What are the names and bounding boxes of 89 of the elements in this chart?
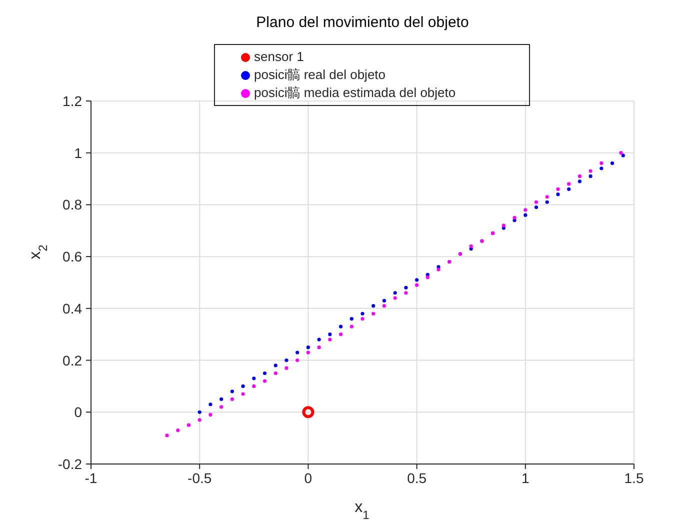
point bbox=[338, 324, 343, 328]
point bbox=[600, 161, 604, 166]
point bbox=[372, 312, 376, 316]
x-axis-title: x$_{1}$ bbox=[354, 499, 370, 522]
point bbox=[230, 390, 234, 394]
point bbox=[393, 291, 397, 295]
point bbox=[382, 298, 386, 302]
point bbox=[621, 154, 625, 158]
point bbox=[556, 192, 560, 196]
point bbox=[545, 195, 549, 199]
point bbox=[524, 208, 528, 212]
point bbox=[262, 379, 267, 383]
point bbox=[165, 434, 169, 438]
point bbox=[176, 428, 180, 432]
x-tick-label: 1.5 bbox=[624, 470, 644, 486]
chart-title: Plano del movimiento del objeto bbox=[255, 14, 470, 31]
point bbox=[317, 338, 321, 342]
y-tick-label: 0.6 bbox=[62, 248, 82, 265]
point bbox=[588, 174, 592, 178]
point bbox=[578, 174, 582, 178]
legend-label: sensor 1 bbox=[254, 49, 304, 64]
point bbox=[252, 376, 256, 380]
legend-label: posici髇 real del objeto bbox=[254, 67, 386, 82]
x-tick-label: 1 bbox=[522, 470, 530, 486]
y-tick-label: 1.2 bbox=[62, 92, 82, 109]
point bbox=[415, 278, 419, 282]
point bbox=[252, 384, 256, 388]
point bbox=[502, 224, 506, 228]
point bbox=[296, 358, 300, 362]
point bbox=[534, 206, 538, 210]
y-tick-label: 1 bbox=[74, 144, 82, 161]
legend-label: posici髇 media estimada del objeto bbox=[254, 85, 456, 100]
x-tick-label: -0.5 bbox=[188, 470, 212, 486]
point bbox=[198, 410, 202, 414]
point bbox=[350, 324, 354, 328]
point bbox=[382, 304, 386, 308]
point bbox=[567, 182, 571, 186]
point bbox=[306, 350, 310, 354]
point bbox=[610, 161, 614, 166]
y-tick-label: -0.2 bbox=[58, 456, 82, 472]
point bbox=[578, 180, 582, 184]
point bbox=[588, 169, 592, 173]
point bbox=[284, 358, 288, 362]
point bbox=[241, 384, 245, 388]
point bbox=[372, 304, 376, 308]
x-tick-label: 0 bbox=[304, 470, 312, 486]
y-tick-label: 0.2 bbox=[62, 352, 82, 368]
point bbox=[534, 200, 538, 204]
point bbox=[302, 406, 314, 418]
point bbox=[208, 402, 212, 406]
point bbox=[436, 268, 440, 272]
point bbox=[404, 291, 408, 295]
point bbox=[230, 397, 234, 401]
x-tick-label: -1 bbox=[84, 470, 98, 486]
point bbox=[262, 371, 267, 376]
point bbox=[512, 216, 516, 220]
point bbox=[404, 286, 408, 290]
y-tick-label: 0.4 bbox=[62, 300, 82, 316]
point bbox=[296, 350, 300, 354]
point bbox=[360, 317, 364, 321]
point bbox=[524, 213, 528, 217]
point bbox=[186, 423, 191, 427]
point bbox=[220, 405, 224, 409]
point bbox=[415, 283, 419, 287]
point bbox=[274, 371, 278, 376]
point bbox=[328, 332, 332, 336]
point bbox=[426, 276, 430, 280]
point bbox=[284, 366, 288, 370]
point bbox=[600, 166, 604, 170]
point bbox=[469, 244, 473, 248]
point bbox=[393, 296, 397, 300]
point bbox=[545, 200, 549, 204]
point bbox=[619, 151, 623, 155]
point bbox=[274, 364, 278, 368]
point bbox=[220, 397, 224, 401]
y-tick-label: 0.8 bbox=[62, 196, 82, 213]
point bbox=[360, 312, 364, 316]
point bbox=[556, 187, 560, 191]
point bbox=[306, 346, 310, 350]
point bbox=[338, 332, 343, 336]
point bbox=[241, 392, 245, 396]
x-tick-label: 0.5 bbox=[407, 470, 427, 486]
point bbox=[317, 346, 321, 350]
point bbox=[328, 338, 332, 342]
y-tick-label: 0 bbox=[74, 404, 82, 420]
point bbox=[208, 412, 212, 417]
point bbox=[198, 418, 202, 422]
point bbox=[350, 317, 354, 321]
point bbox=[567, 187, 571, 191]
